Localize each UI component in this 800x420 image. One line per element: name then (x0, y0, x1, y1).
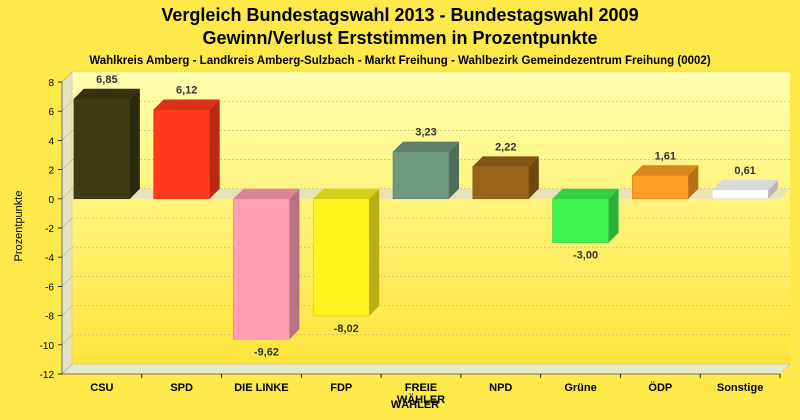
y-tick-label: -4 (45, 253, 54, 264)
y-tick-label: 8 (48, 78, 54, 89)
x-tick-label: DIE LINKE (234, 382, 288, 394)
bar-csu (73, 88, 140, 200)
bar-side-face (449, 141, 459, 199)
x-tick-label: ÖDP (648, 381, 672, 394)
bar-side-face (528, 156, 539, 199)
y-tick-label: 4 (48, 136, 54, 147)
bar-top-face (233, 188, 300, 199)
bar-top-face (632, 165, 699, 176)
chart-title-line-2: Gewinn/Verlust Erststimmen in Prozentpun… (202, 28, 597, 48)
y-tick-label: 6 (48, 107, 54, 118)
data-label: 6,85 (96, 74, 117, 86)
y-grid-side-line (61, 246, 73, 258)
bar-ödp (632, 165, 699, 200)
y-tick-label: -8 (45, 312, 54, 323)
bar-side-face (209, 99, 220, 199)
y-grid-side-line (61, 217, 73, 229)
x-tick-label: WÄHLER (397, 393, 445, 406)
y-tick-label: -12 (40, 370, 55, 381)
x-tick-label: Grüne (564, 382, 596, 394)
y-tick-label: -2 (45, 224, 54, 235)
bar-top-face (472, 156, 539, 167)
y-grid-side-line (61, 71, 73, 83)
bar-top-face (313, 188, 380, 199)
y-grid-side-line (61, 276, 73, 287)
bar-side-face (608, 188, 619, 243)
bar-front-face (153, 109, 210, 200)
y-grid-side-line (61, 100, 73, 112)
bar-front-face (312, 198, 370, 317)
data-label: 1,61 (655, 150, 676, 162)
y-grid-side-line (61, 188, 73, 200)
bar-sonstige (711, 179, 779, 200)
data-label: 2,22 (495, 141, 516, 153)
bar-top-face (73, 88, 140, 99)
x-tick-label: FDP (330, 382, 352, 394)
bar-freie-wähler (392, 141, 459, 200)
bar-front-face (73, 98, 131, 200)
bar-npd (472, 156, 539, 200)
bar-spd (153, 99, 220, 200)
x-axis-label: WÄHLER (391, 398, 439, 411)
y-tick-label: -10 (40, 341, 55, 352)
y-axis-label: Prozentpunkte (13, 191, 25, 262)
bar-side-face (688, 165, 699, 199)
y-grid-side-line (61, 334, 73, 346)
data-label: -9,62 (254, 346, 279, 358)
bar-die-linke (233, 188, 300, 340)
x-tick-label: NPD (489, 382, 512, 394)
bar-top-face (712, 179, 779, 190)
y-grid-side-line (61, 130, 73, 141)
bar-side-face (129, 88, 140, 199)
bar-front-face (632, 175, 689, 200)
data-label: 3,23 (415, 127, 436, 139)
data-label: 6,12 (176, 84, 197, 96)
bar-fdp (312, 188, 380, 317)
plot-floor (61, 363, 791, 375)
bar-top-face (552, 188, 619, 199)
bar-top-face (393, 141, 459, 152)
bar-front-face (392, 151, 450, 200)
x-tick-label: FREIE (405, 382, 437, 394)
bar-front-face (711, 189, 769, 200)
bar-front-face (552, 198, 609, 243)
bar-side-face (369, 188, 380, 316)
y-tick-label: -6 (45, 282, 54, 293)
bar-side-face (768, 179, 779, 199)
y-grid-side-line (61, 159, 73, 170)
x-tick-label: CSU (90, 382, 113, 394)
chart-subtitle: Wahlkreis Amberg - Landkreis Amberg-Sulz… (89, 55, 710, 67)
y-grid-side-line (61, 363, 73, 375)
y-tick-label: 0 (48, 195, 54, 206)
data-label: 0,61 (734, 165, 755, 177)
chart-title: Vergleich Bundestagswahl 2013 - Bundesta… (161, 5, 638, 25)
y-tick-label: 2 (48, 166, 54, 177)
bar-grüne (552, 188, 619, 243)
bar-side-face (289, 188, 300, 340)
bar-front-face (233, 198, 290, 340)
bar-front-face (472, 166, 530, 200)
bar-top-face (153, 99, 220, 110)
x-tick-label: Sonstige (717, 382, 763, 394)
x-tick-label: SPD (170, 382, 193, 394)
data-label: -3,00 (573, 250, 598, 262)
y-grid-side-line (61, 305, 73, 316)
data-label: -8,02 (334, 323, 359, 335)
